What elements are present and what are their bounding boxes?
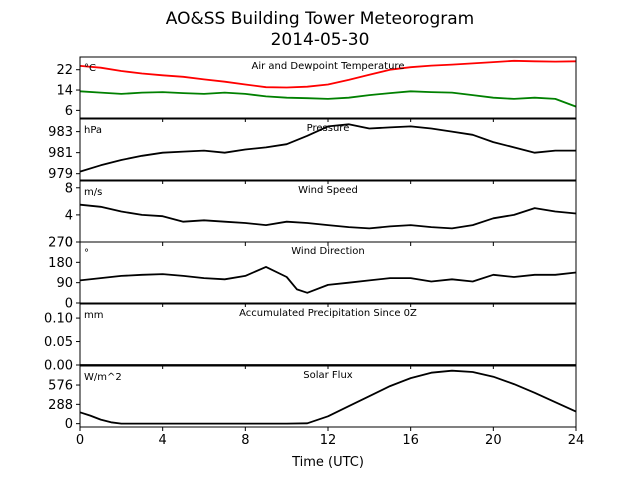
panel-0-unit: °C	[84, 63, 96, 74]
chart-subtitle: 2014-05-30	[271, 30, 370, 50]
panel-2: 0 4 8 Wind Speed m/s	[65, 180, 577, 251]
panel-0-series-1	[79, 90, 577, 108]
panel-4-ytick-label-1: 0.05	[44, 335, 73, 350]
panel-2-unit: m/s	[84, 187, 102, 198]
panel-4-unit: mm	[84, 310, 103, 321]
xtick-label-3: 12	[320, 433, 337, 448]
panel-1-ytick-label-0: 979	[48, 167, 73, 182]
panel-5-title: Solar Flux	[303, 370, 353, 381]
xtick-label-5: 20	[485, 433, 502, 448]
panel-2-ytick-label-1: 4	[65, 208, 73, 223]
panel-1-ytick-label-2: 983	[48, 125, 73, 140]
panel-4-ytick-label-0: 0.00	[44, 359, 73, 374]
panel-2-ytick-label-2: 8	[65, 181, 73, 196]
xtick-label-4: 16	[402, 433, 419, 448]
panel-5-series-0	[79, 369, 577, 425]
panel-3-ytick-label-0: 0	[65, 297, 73, 312]
panel-3-series-0	[79, 266, 577, 294]
panel-3: 0 90 180 270 Wind Direction °	[48, 236, 577, 312]
chart-title: AO&SS Building Tower Meteorogram	[166, 9, 474, 29]
x-axis-label: Time (UTC)	[291, 455, 364, 470]
panel-0-ytick-label-0: 6	[65, 104, 73, 119]
panel-3-unit: °	[84, 248, 89, 259]
panel-0: 6 14 22 Air and Dewpoint Temperature °C	[56, 56, 577, 122]
panel-0-title: Air and Dewpoint Temperature	[252, 61, 405, 72]
xtick-label-6: 24	[568, 433, 585, 448]
panel-4: 0.00 0.05 0.10 Accumulated Precipitation Si…	[44, 303, 577, 374]
panel-5-ytick-label-0: 0	[65, 417, 73, 432]
x-axis: 0 4 8 12 16 20 24	[76, 433, 584, 448]
panel-2-ytick-label-0: 0	[65, 236, 73, 251]
panels: 6 14 22 Air and Dewpoint Temperature °C 979 98…	[44, 56, 577, 432]
panel-1-title: Pressure	[307, 123, 350, 134]
panel-5-ytick-label-1: 288	[48, 398, 73, 413]
panel-2-series-0	[79, 203, 577, 230]
panel-1-unit: hPa	[84, 125, 102, 136]
panel-0-series-0	[79, 59, 577, 89]
panel-5: 0 288 576 Solar Flux W/m^2	[48, 365, 577, 432]
panel-4-title: Accumulated Precipitation Since 0Z	[239, 308, 417, 319]
panel-1-ytick-label-1: 981	[48, 146, 73, 161]
panel-1: 979 981 983 Pressure hPa	[48, 118, 577, 184]
panel-5-ytick-label-2: 576	[48, 379, 73, 394]
panel-4-ytick-label-2: 0.10	[44, 312, 73, 327]
xtick-label-0: 0	[76, 433, 84, 448]
panel-3-ytick-label-1: 90	[56, 276, 73, 291]
panel-1-series-0	[79, 123, 576, 173]
panel-0-ytick-label-1: 14	[56, 84, 73, 99]
panel-0-ytick-label-2: 22	[56, 63, 73, 78]
panel-3-title: Wind Direction	[291, 246, 365, 257]
xtick-label-2: 8	[241, 433, 249, 448]
panel-2-title: Wind Speed	[298, 185, 358, 196]
panel-5-unit: W/m^2	[84, 372, 122, 383]
panel-3-ytick-label-3: 270	[48, 236, 73, 251]
panel-3-ytick-label-2: 180	[48, 256, 73, 271]
xtick-label-1: 4	[159, 433, 167, 448]
